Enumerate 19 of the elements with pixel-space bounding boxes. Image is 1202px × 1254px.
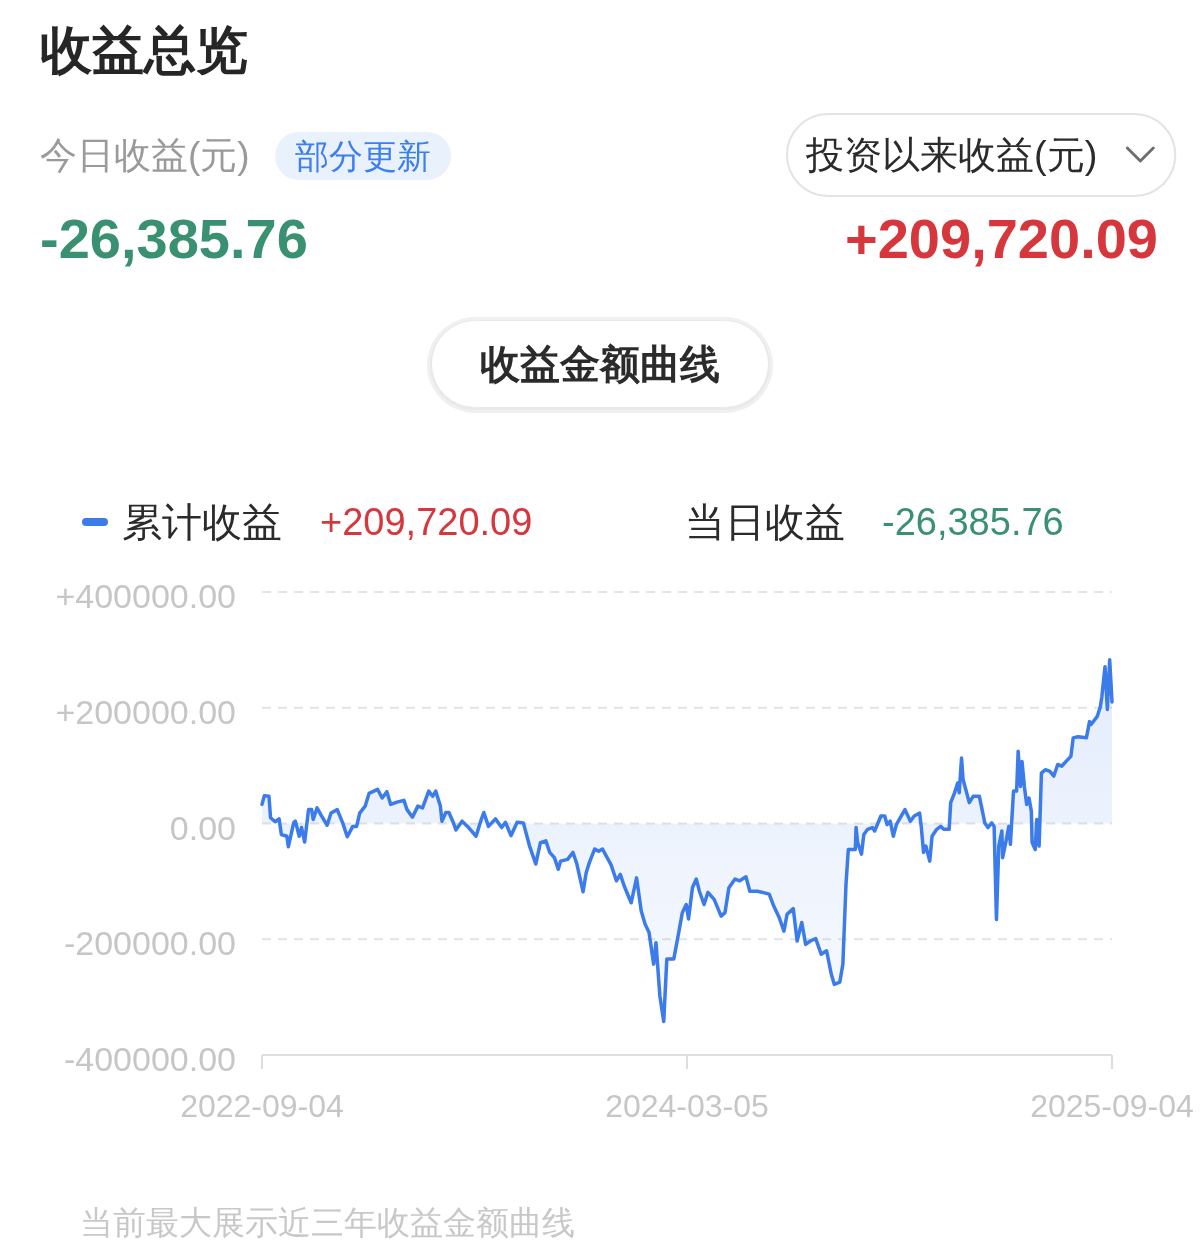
text: -26,385.76 bbox=[40, 206, 308, 270]
x-tick-label: 2025-09-04 bbox=[1030, 1088, 1194, 1124]
text: -26,385.76 bbox=[882, 501, 1064, 543]
y-tick-label: -400000.00 bbox=[63, 1040, 236, 1078]
text: +209,720.09 bbox=[845, 206, 1158, 270]
text: 当日收益 bbox=[685, 500, 845, 544]
y-tick-label: +400000.00 bbox=[55, 577, 236, 615]
text: +209,720.09 bbox=[320, 501, 533, 543]
text: 部分更新 bbox=[295, 137, 431, 175]
chart-title: 收益总览 bbox=[40, 21, 248, 79]
text: 今日收益(元) bbox=[40, 134, 250, 176]
y-tick-label: 0.00 bbox=[169, 808, 236, 847]
y-tick-label: -200000.00 bbox=[63, 924, 236, 963]
text: 投资以来收益(元) bbox=[805, 134, 1098, 176]
x-tick-label: 2024-03-05 bbox=[605, 1088, 769, 1124]
x-tick-label: 2022-09-04 bbox=[180, 1088, 344, 1124]
y-tick-label: +200000.00 bbox=[55, 692, 236, 731]
chart-subtitle: 收益金额曲线 bbox=[480, 342, 720, 386]
legend-label: 累计收益 bbox=[122, 500, 282, 544]
